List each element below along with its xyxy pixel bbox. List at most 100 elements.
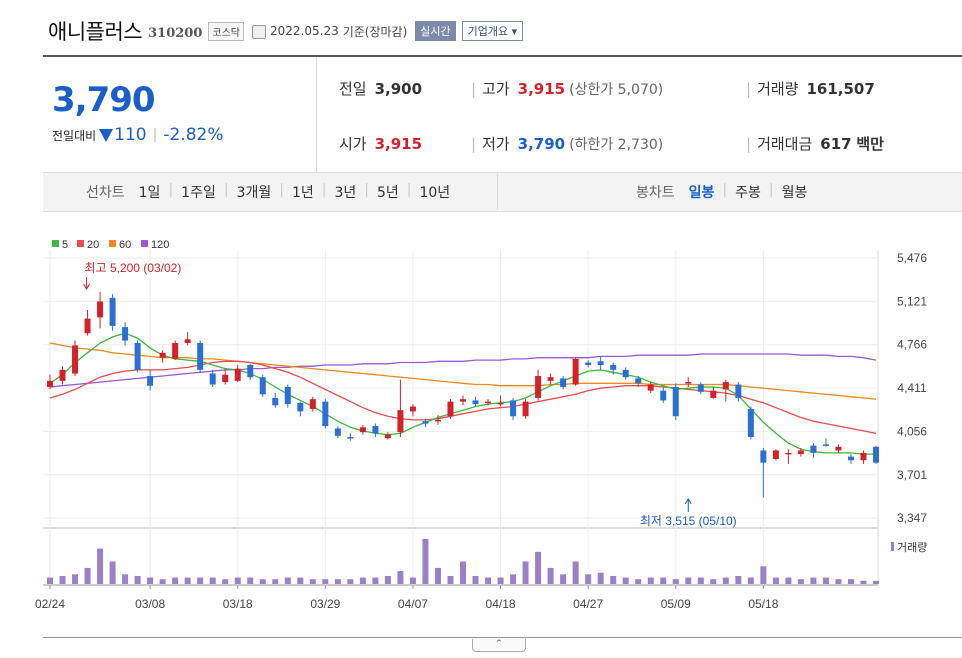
tab-3y[interactable]: 3년 bbox=[334, 185, 357, 201]
volume-bar bbox=[647, 577, 654, 584]
tab-1y[interactable]: 1년 bbox=[291, 185, 314, 201]
volume-bar bbox=[547, 567, 554, 584]
candle-body bbox=[535, 375, 542, 398]
candle-body bbox=[322, 401, 329, 427]
price-panel-divider bbox=[316, 57, 317, 172]
volume-bar bbox=[47, 577, 53, 584]
volume-bar bbox=[560, 574, 567, 584]
volume-bar bbox=[785, 577, 792, 584]
volume-bar bbox=[622, 577, 629, 584]
volume-bar bbox=[735, 575, 742, 584]
quote-date: 2022.05.23 bbox=[270, 24, 339, 38]
lower-limit: (하한가 2,730) bbox=[569, 137, 664, 153]
clock-icon bbox=[252, 25, 266, 39]
tab-1d[interactable]: 1일 bbox=[138, 185, 161, 201]
x-tick-label: 04/27 bbox=[573, 597, 603, 611]
legend-swatch bbox=[77, 240, 84, 247]
candle-body bbox=[409, 406, 416, 412]
candle-body bbox=[422, 421, 429, 424]
price-change: 전일대비 110 | -2.82% bbox=[52, 125, 223, 145]
tab-daily[interactable]: 일봉 bbox=[688, 185, 715, 201]
volume-bar bbox=[159, 579, 166, 584]
high-value: 3,915 bbox=[517, 80, 566, 98]
candle-body bbox=[797, 450, 804, 455]
candle-body bbox=[585, 362, 592, 365]
line-chart-tabs: 선차트 1일 | 1주일 | 3개월 | 1년 | 3년 | 5년 | 10년 bbox=[86, 182, 451, 201]
volume-bar bbox=[610, 575, 617, 584]
volume-bar bbox=[122, 574, 129, 584]
volume-bar bbox=[472, 575, 479, 584]
candle-body bbox=[109, 297, 116, 326]
candle-body bbox=[384, 434, 391, 439]
change-label: 전일대비 bbox=[52, 128, 97, 143]
volume-bar bbox=[172, 577, 179, 584]
volume-bar bbox=[697, 577, 704, 584]
candle-body bbox=[735, 384, 742, 398]
candle-body bbox=[147, 375, 154, 386]
volume-bar bbox=[234, 577, 241, 584]
volume-bar bbox=[209, 577, 216, 584]
candle-body bbox=[710, 390, 717, 398]
bottom-divider bbox=[43, 637, 962, 638]
y-tick-label: 5,476 bbox=[897, 251, 927, 265]
candle-body bbox=[497, 402, 504, 405]
volume-bar bbox=[397, 571, 404, 584]
volume-bar bbox=[572, 561, 579, 584]
candle-body bbox=[359, 427, 366, 433]
amount-value: 617 bbox=[820, 135, 852, 153]
volume-bar bbox=[510, 574, 517, 584]
legend-label: 20 bbox=[87, 239, 99, 251]
candle-body bbox=[547, 377, 554, 381]
x-tick-label: 03/18 bbox=[223, 597, 253, 611]
tab-5y[interactable]: 5년 bbox=[376, 185, 399, 201]
candle-body bbox=[510, 400, 517, 417]
candle-body bbox=[222, 374, 229, 383]
x-tick-label: 02/24 bbox=[35, 597, 65, 611]
volume-bar bbox=[184, 577, 191, 584]
tab-weekly[interactable]: 주봉 bbox=[735, 185, 761, 201]
volume-bar bbox=[860, 580, 867, 584]
candle-body bbox=[59, 369, 66, 381]
candle-body bbox=[873, 446, 879, 463]
volume-value: 161,507 bbox=[806, 80, 875, 98]
candle-body bbox=[847, 456, 854, 461]
amount-unit: 백만 bbox=[856, 135, 884, 153]
volume-bar bbox=[460, 561, 466, 584]
candle-body bbox=[247, 364, 254, 378]
high-label: 고가 bbox=[482, 80, 510, 98]
candle-body bbox=[485, 401, 492, 404]
tab-monthly[interactable]: 월봉 bbox=[781, 185, 808, 201]
expand-toggle-button[interactable]: ⌃ bbox=[472, 639, 526, 652]
volume-bar bbox=[309, 579, 316, 584]
candle-body bbox=[172, 342, 179, 359]
company-overview-button[interactable]: 기업개요 ▾ bbox=[461, 21, 524, 41]
legend-label: 60 bbox=[119, 239, 131, 251]
volume-bar bbox=[322, 579, 329, 584]
amount-label: 거래대금 bbox=[757, 135, 813, 153]
tab-3m[interactable]: 3개월 bbox=[236, 185, 272, 201]
prev-close-label: 전일 bbox=[339, 80, 367, 98]
low-value: 3,790 bbox=[517, 135, 566, 153]
candle-body bbox=[72, 345, 79, 374]
candle-body bbox=[760, 450, 767, 463]
tab-10y[interactable]: 10년 bbox=[419, 185, 451, 201]
volume-bar bbox=[147, 577, 154, 584]
candle-body bbox=[822, 444, 829, 446]
volume-bar bbox=[585, 574, 592, 584]
candle-body bbox=[259, 377, 266, 395]
tab-1w[interactable]: 1주일 bbox=[181, 185, 216, 201]
candle-body bbox=[309, 399, 316, 409]
legend-swatch bbox=[52, 240, 59, 247]
candle-body bbox=[372, 426, 379, 434]
candle-body bbox=[560, 378, 567, 387]
high-arrow-head bbox=[83, 283, 90, 290]
volume-bar bbox=[372, 577, 379, 584]
volume-bar bbox=[597, 572, 604, 584]
volume-bar bbox=[97, 548, 104, 584]
volume-bar bbox=[109, 561, 116, 584]
candle-body bbox=[597, 361, 604, 365]
candle-body bbox=[647, 384, 654, 391]
realtime-button[interactable]: 실시간 bbox=[415, 21, 456, 41]
low-arrow-head bbox=[684, 498, 692, 505]
